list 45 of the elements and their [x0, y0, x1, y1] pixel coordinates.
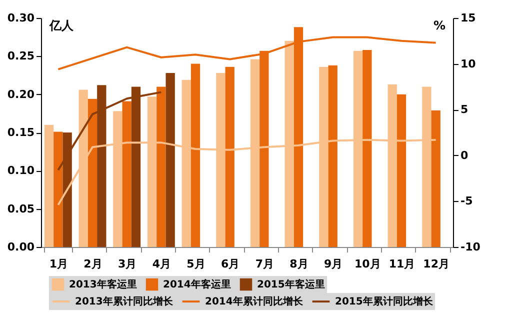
y2-tick-label: -5 [460, 194, 473, 208]
x-tick-label: 5月 [186, 258, 206, 270]
x-tick-label: 3月 [118, 258, 137, 270]
x-tick-label: 1月 [49, 258, 68, 270]
x-tick-label: 10月 [354, 258, 381, 270]
bar [225, 66, 234, 247]
x-tick-label: 2月 [84, 258, 102, 270]
bar [431, 110, 440, 247]
bar [328, 65, 338, 247]
y-tick-label: 0.05 [7, 202, 34, 216]
bar [54, 132, 63, 247]
y2-tick-label: 15 [460, 12, 476, 24]
x-tick-label: 12月 [423, 258, 450, 270]
bar [166, 72, 175, 247]
y-tick-label: 0.20 [7, 88, 35, 101]
legend-label: 2013年客运里 [69, 278, 137, 290]
bar [156, 86, 166, 247]
y-tick-label: 0.15 [7, 126, 34, 139]
bar [362, 50, 372, 247]
x-tick-label: 8月 [290, 258, 308, 270]
bar [190, 64, 200, 247]
bar [44, 124, 54, 247]
bar [396, 94, 406, 247]
legend-label: 2014年客运里 [163, 278, 231, 290]
bar [88, 98, 98, 247]
y-tick-label: 0.10 [7, 164, 35, 178]
x-tick-label: 4月 [152, 258, 171, 270]
legend-label: 2015年客运里 [257, 278, 325, 290]
y2-tick-label: 5 [460, 103, 468, 116]
y2-tick-label: 0 [460, 148, 468, 162]
y2-axis-title: % [433, 18, 446, 32]
x-tick-label: 6月 [221, 258, 240, 270]
legend-label: 2015年累计同比增长 [335, 296, 434, 308]
x-tick-label: 9月 [324, 258, 343, 270]
legend-label: 2014年累计同比增长 [205, 296, 304, 308]
y-tick-label: 0.00 [7, 240, 35, 254]
y2-tick-label: -10 [460, 240, 481, 254]
bar [122, 101, 132, 247]
y-tick-label: 0.25 [7, 50, 34, 63]
y-axis-title: 亿人 [48, 18, 74, 32]
x-tick-label: 11月 [388, 258, 416, 270]
legend-label: 2013年累计同比增长 [75, 296, 174, 308]
x-tick-label: 7月 [255, 258, 274, 270]
y2-tick-label: 10 [460, 57, 476, 70]
y-tick-label: 0.30 [7, 12, 35, 24]
